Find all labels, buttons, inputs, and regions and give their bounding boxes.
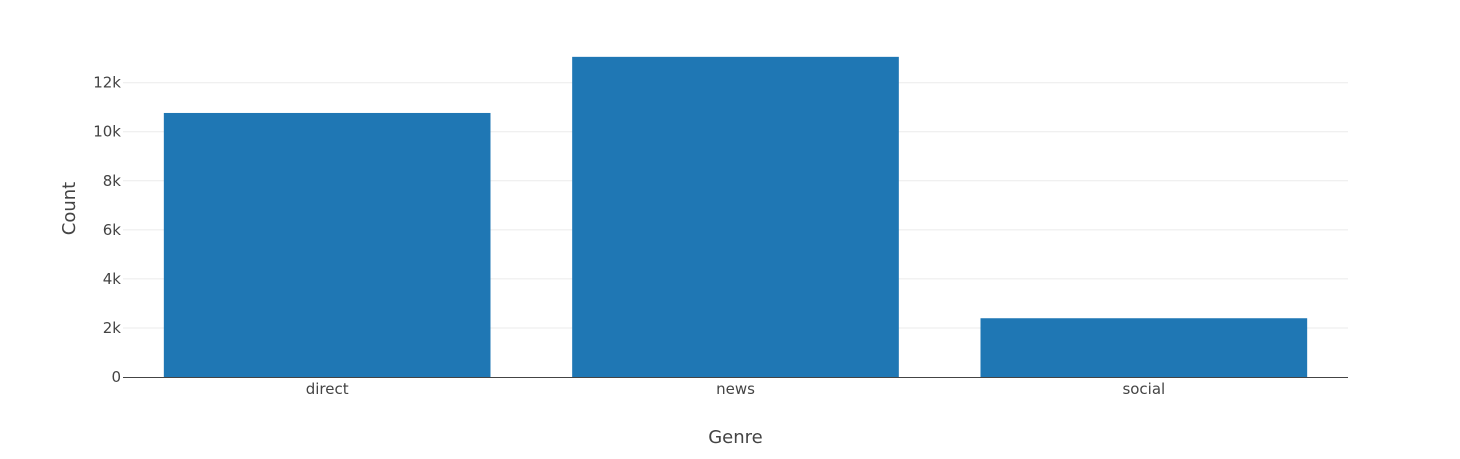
y-tick-labels: 0 2k 4k 6k 8k 10k 12k — [93, 74, 121, 386]
x-tick-labels: direct news social — [306, 380, 1166, 398]
y-tick-label: 6k — [103, 221, 122, 239]
x-tick-label: news — [716, 380, 755, 398]
bars — [163, 56, 1308, 377]
x-tick-label: social — [1122, 380, 1165, 398]
y-tick-label: 10k — [93, 123, 121, 141]
bar-news[interactable] — [572, 56, 899, 377]
x-tick-label: direct — [306, 380, 349, 398]
y-tick-label: 2k — [103, 319, 122, 337]
y-axis-title: Count — [59, 182, 80, 235]
y-tick-label: 8k — [103, 172, 122, 190]
bar-direct[interactable] — [163, 112, 491, 377]
y-tick-label: 4k — [103, 270, 122, 288]
y-tick-label: 12k — [93, 74, 121, 92]
x-axis-title: Genre — [708, 427, 763, 448]
bar-social[interactable] — [980, 318, 1308, 377]
y-tick-label: 0 — [111, 368, 121, 386]
